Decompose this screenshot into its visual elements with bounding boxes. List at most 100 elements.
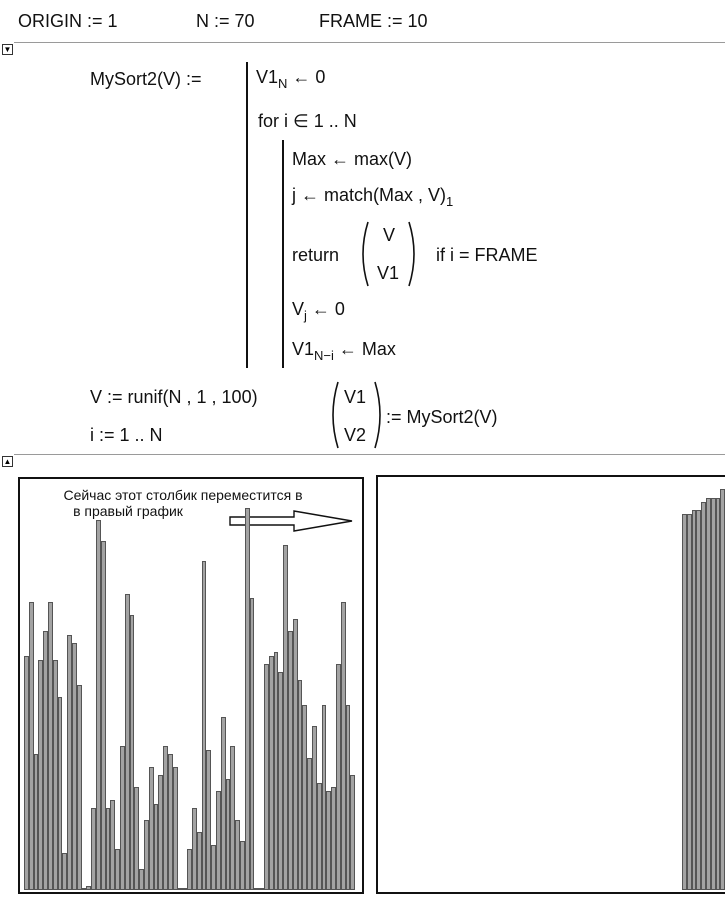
chart-bar	[211, 844, 216, 890]
chart-bar	[38, 659, 44, 890]
chart-bar	[706, 497, 711, 890]
result-vector-v2: V2	[344, 425, 367, 445]
chart-bar	[177, 888, 183, 890]
chart-bar	[720, 489, 725, 890]
v1-max-line[interactable]: V1N−i ← Max	[292, 340, 396, 362]
chart-bar	[196, 832, 202, 890]
chart-bar	[91, 807, 96, 890]
chart-bar	[120, 746, 125, 890]
v1-assign: ← 0	[287, 67, 326, 87]
chart-bar	[129, 614, 135, 890]
chart-bar	[100, 540, 106, 890]
chart-bar	[28, 602, 34, 890]
chart-bar	[52, 659, 58, 890]
max-line[interactable]: Max ← max(V)	[292, 149, 413, 169]
chart-bar	[62, 853, 68, 890]
region-divider-top	[14, 42, 725, 43]
chart-bar	[86, 885, 92, 890]
chart-bar	[326, 791, 332, 890]
chart-bar	[76, 684, 82, 890]
left-bar-plot[interactable]: Сейчас этот столбик переместится в в пра…	[18, 477, 364, 894]
chart-bar	[350, 774, 356, 890]
collapse-arrow-down-icon[interactable]: ▼	[2, 44, 13, 55]
chart-bar	[288, 631, 293, 890]
v-runif-assignment[interactable]: V := runif(N , 1 , 100)	[90, 387, 258, 407]
chart-bar	[307, 758, 312, 890]
frame-definition[interactable]: FRAME := 10	[319, 11, 428, 31]
chart-bar	[24, 655, 29, 890]
return-condition[interactable]: if i = FRAME	[436, 245, 538, 265]
chart-bar	[139, 869, 144, 890]
chart-bar	[225, 779, 231, 890]
for-loop-line[interactable]: for i ∈ 1 .. N	[258, 111, 357, 131]
chart-bar	[686, 514, 692, 890]
match-subscript: 1	[446, 194, 454, 209]
region-divider-bottom	[14, 454, 725, 455]
return-vector-right-paren	[408, 221, 415, 287]
chart-bar	[302, 705, 308, 890]
chart-bar	[316, 783, 322, 890]
collapse-arrow-up-icon[interactable]: ▲	[2, 456, 13, 467]
chart-bar	[701, 501, 706, 890]
chart-bar	[96, 520, 101, 890]
chart-bar	[220, 717, 226, 890]
chart-bar	[273, 651, 279, 890]
chart-bar	[148, 766, 154, 890]
result-vector-right-paren	[374, 381, 381, 449]
program-bracket-outer	[246, 62, 248, 368]
chart-bar	[187, 848, 192, 890]
result-vector-left-paren	[332, 381, 339, 449]
chart-bar	[321, 705, 327, 890]
chart-bar	[312, 725, 317, 890]
chart-bar	[244, 507, 250, 890]
match-line[interactable]: j ← match(Max , V)1	[292, 186, 453, 208]
return-vector-v: V	[383, 225, 396, 245]
origin-definition[interactable]: ORIGIN := 1	[18, 11, 118, 31]
chart-bar	[124, 594, 130, 890]
chart-bar	[264, 663, 269, 890]
chart-bar	[682, 514, 687, 890]
v1n-subscript: N−i	[314, 348, 334, 363]
chart-bar	[134, 787, 140, 890]
chart-bar	[163, 746, 168, 890]
annotation-text-line1: Сейчас этот столбик переместится в	[63, 487, 303, 503]
vj-assign: ← 0	[306, 299, 345, 319]
i-range-definition[interactable]: i := 1 .. N	[90, 425, 163, 445]
right-arrow-icon	[229, 510, 353, 532]
chart-bar	[115, 848, 120, 890]
chart-bar	[216, 791, 221, 890]
match-expr: j ← match(Max , V)	[292, 185, 447, 205]
chart-bar	[144, 820, 149, 890]
chart-bar	[340, 602, 346, 890]
return-keyword[interactable]: return	[292, 245, 340, 265]
chart-bar	[331, 787, 336, 890]
chart-bar	[201, 561, 207, 890]
vj-line[interactable]: Vj ← 0	[292, 300, 345, 322]
v1n-assign: ← Max	[333, 339, 396, 359]
chart-bar	[72, 643, 77, 890]
function-definition[interactable]: MySort2(V) :=	[90, 69, 202, 89]
chart-bar	[172, 766, 178, 890]
chart-bar	[345, 705, 351, 890]
chart-bar	[182, 888, 188, 890]
chart-bar	[235, 820, 240, 890]
chart-bar	[268, 655, 274, 890]
chart-bar	[192, 807, 197, 890]
program-bracket-inner	[282, 140, 284, 368]
chart-bar	[153, 803, 159, 890]
chart-bar	[254, 888, 260, 890]
v1-subscript: N	[278, 76, 288, 91]
left-bars-area	[24, 479, 358, 890]
chart-bar	[48, 602, 53, 890]
chart-bar	[67, 635, 72, 890]
line-init-v1[interactable]: V1N ← 0	[256, 68, 325, 90]
annotation-text-line2: в правый график	[73, 503, 183, 519]
n-definition[interactable]: N := 70	[196, 11, 255, 31]
chart-bar	[206, 750, 212, 890]
right-bar-plot[interactable]	[376, 475, 725, 894]
mysort-call[interactable]: := MySort2(V)	[386, 407, 498, 427]
chart-bar	[110, 799, 116, 890]
chart-bar	[33, 754, 39, 890]
v1n-var: V1	[292, 339, 315, 359]
chart-bar	[278, 672, 284, 890]
